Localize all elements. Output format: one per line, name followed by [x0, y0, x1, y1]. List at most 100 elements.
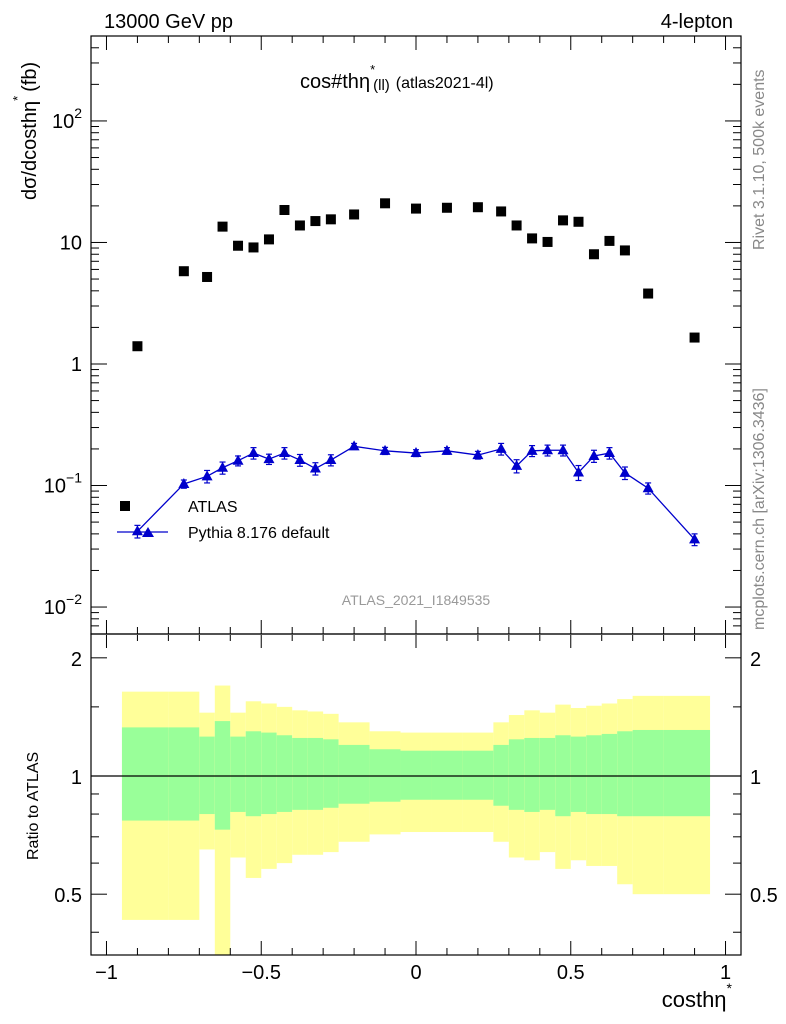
pythia-point — [294, 454, 306, 465]
atlas-point — [527, 233, 538, 244]
pythia-point — [557, 444, 569, 455]
main-y-tick-label: 102 — [52, 105, 82, 133]
atlas-point — [411, 203, 421, 214]
pythia-point — [248, 447, 259, 458]
pythia-point — [178, 477, 190, 488]
ratio-band-inner — [570, 736, 587, 812]
pythia-point — [348, 440, 360, 451]
ratio-y-tick-label-right: 0.5 — [750, 885, 778, 907]
ratio-band-inner — [121, 727, 169, 821]
ratio-band-inner — [276, 735, 293, 812]
ratio-band-inner — [508, 739, 525, 810]
atlas-point — [263, 234, 274, 245]
atlas-point — [604, 235, 615, 246]
atlas-point — [233, 240, 244, 251]
pythia-point — [472, 449, 484, 460]
ratio-band-inner — [168, 727, 200, 821]
legend-atlas-label: ATLAS — [188, 499, 238, 516]
ratio-band-inner — [632, 729, 664, 817]
main-y-tick-label: 10 — [60, 232, 82, 254]
pythia-series — [131, 440, 701, 547]
atlas-point — [588, 249, 599, 260]
ratio-band-inner — [245, 731, 262, 817]
main-y-axis-label: dσ/dcosthη*(fb) — [10, 62, 41, 200]
atlas-point — [178, 266, 189, 277]
ratio-y-tick-label-left: 2 — [71, 649, 82, 671]
pythia-point — [309, 462, 321, 473]
ratio-band-inner — [601, 733, 618, 815]
ratio-band-inner — [663, 729, 711, 817]
x-tick-label: 0 — [410, 962, 421, 984]
pythia-point — [217, 461, 229, 472]
atlas-point — [441, 202, 452, 213]
pythia-point — [573, 466, 584, 477]
pythia-point — [495, 442, 507, 453]
pythia-point — [263, 453, 275, 464]
header-right: 4-lepton — [661, 11, 733, 33]
x-tick-label: −1 — [95, 962, 118, 984]
pythia-point — [232, 454, 244, 465]
ratio-bands — [121, 685, 711, 955]
ratio-band-inner — [431, 750, 463, 800]
main-y-tick-label: 10−1 — [44, 470, 82, 498]
atlas-point — [349, 209, 360, 220]
atlas-point — [202, 271, 213, 282]
x-tick-label: 1 — [720, 962, 731, 984]
atlas-point — [217, 221, 228, 232]
pythia-point — [441, 444, 453, 455]
ratio-band-inner — [524, 737, 540, 812]
x-axis-label: costhη* — [662, 980, 733, 1012]
analysis-watermark: ATLAS_2021_I1849535 — [342, 592, 491, 608]
ratio-band-inner — [307, 737, 324, 810]
atlas-point — [325, 214, 336, 225]
axis-ticks — [91, 35, 741, 955]
atlas-point — [248, 242, 259, 253]
pythia-point — [511, 459, 523, 470]
ratio-band-inner — [400, 750, 432, 800]
atlas-point — [310, 216, 321, 227]
ratio-band-inner — [199, 736, 215, 815]
ratio-band-inner — [338, 744, 370, 804]
ratio-band-inner — [493, 744, 509, 806]
pythia-point — [689, 533, 701, 544]
pythia-point — [588, 449, 600, 460]
x-tick-label: 0.5 — [557, 962, 585, 984]
ratio-band-inner — [292, 737, 308, 810]
ratio-band-inner — [323, 739, 339, 808]
ratio-y-tick-label-right: 1 — [750, 767, 761, 789]
pythia-point — [379, 444, 391, 455]
ratio-band-inner — [462, 750, 494, 800]
atlas-point — [542, 236, 553, 247]
pythia-point — [542, 444, 554, 455]
atlas-point — [643, 288, 654, 299]
main-y-tick-label: 10−2 — [44, 591, 82, 619]
main-frame — [90, 35, 742, 635]
header-left: 13000 GeV pp — [104, 11, 233, 33]
atlas-point — [132, 341, 143, 352]
ratio-band-inner — [261, 732, 277, 815]
ratio-band-inner — [214, 721, 231, 830]
ratio-y-tick-label-left: 1 — [71, 767, 82, 789]
pythia-point — [278, 447, 290, 458]
mcplots-label: mcplots.cern.ch [arXiv:1306.3436] — [751, 388, 768, 630]
rivet-label: Rivet 3.1.10, 500k events — [751, 69, 768, 250]
ratio-y-tick-label-right: 2 — [750, 649, 761, 671]
ratio-band-inner — [230, 736, 246, 812]
atlas-series — [132, 198, 700, 352]
plot-title: cos#thη* (ll) (atlas2021-4l) — [300, 62, 494, 94]
atlas-point — [573, 216, 584, 227]
atlas-point — [558, 215, 569, 226]
ratio-band-inner — [586, 735, 602, 815]
pythia-point — [325, 454, 337, 465]
main-y-tick-label: 1 — [71, 354, 82, 376]
legend-pythia-marker — [142, 527, 154, 537]
ratio-band-inner — [539, 737, 556, 810]
tick-labels: 10−2 10−1 1 10 102 0.5 0.5 1 1 2 2 −1 −0.5 0 0.5 1 — [44, 105, 778, 984]
legend-atlas-marker — [120, 501, 130, 511]
ratio-y-tick-label-left: 0.5 — [54, 885, 82, 907]
ratio-band-inner — [617, 731, 633, 817]
atlas-point — [689, 332, 700, 343]
atlas-point — [472, 202, 483, 213]
pythia-point — [201, 470, 213, 481]
